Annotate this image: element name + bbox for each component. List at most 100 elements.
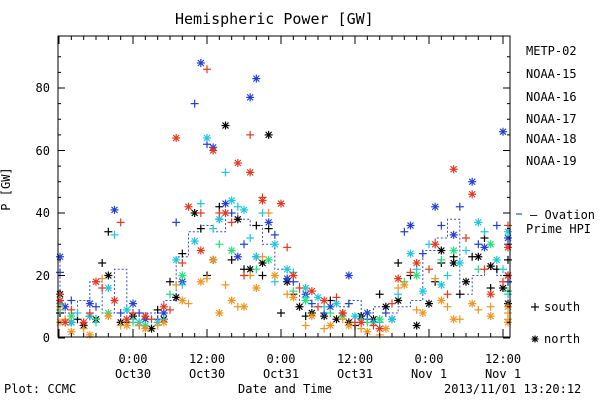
noaa-16-south-point [233,202,242,211]
noaa-17-south-point [129,318,137,327]
noaa-19-south-point [499,277,508,286]
noaa-19-south-point [67,305,76,314]
noaa-17-north-point [449,246,458,255]
noaa-15-north-point [363,309,372,317]
noaa-19-south-point [283,243,292,252]
noaa-15-north-point [233,252,242,261]
metp-02-north-point [462,277,471,286]
x-tick-date-label: Nov 1 [484,367,522,381]
noaa-19-north-point [196,246,205,255]
metp-02-north-point [233,215,242,224]
noaa-15-north-point [221,199,230,208]
noaa-16-north-point [418,287,427,296]
noaa-15-south-point [67,296,76,305]
legend-south-label: south [544,300,581,314]
noaa-16-north-point [474,218,483,227]
noaa-17-north-point [375,315,384,324]
metp-02-north-point [221,121,230,130]
noaa-18-north-point [240,302,249,311]
noaa-15-north-point [246,93,255,102]
noaa-17-south-point [437,255,446,264]
noaa-19-south-point [462,234,471,242]
noaa-18-north-point [252,284,261,292]
legend-north-label: north [544,332,581,346]
metp-02-south-point [252,221,261,230]
metp-02-north-point [437,246,446,255]
noaa-15-south-point [91,302,100,311]
y-ticks [58,56,510,339]
x-ticks [58,36,504,337]
metp-02-south-point [98,259,107,267]
x-tick-time-label: 12:00 [188,352,226,366]
noaa-19-south-point [147,315,156,324]
legend-ovation-label-line2: Prime HPI [526,222,592,236]
noaa-18-north-point [270,271,279,280]
data-points [56,59,512,339]
noaa-15-north-point [129,299,137,308]
noaa-19-south-point [85,309,94,317]
noaa-19-north-point [412,259,421,267]
noaa-18-north-point [196,277,205,286]
noaa-15-north-point [449,230,458,239]
metp-02-north-point [412,321,421,330]
metp-02-north-point [474,252,483,261]
noaa-18-south-point [203,274,212,283]
noaa-19-south-point [332,293,341,302]
noaa-15-north-point [252,74,261,83]
noaa-18-north-point [178,296,187,305]
metp-02-south-point [258,271,267,280]
noaa-16-north-point [270,240,279,249]
metp-02-south-point [375,290,384,299]
noaa-18-north-point [307,312,316,321]
noaa-19-north-point [233,159,242,167]
noaa-18-north-point [141,324,150,333]
metp-02-north-point [425,299,434,308]
noaa-15-north-point [196,59,205,67]
noaa-17-south-point [326,309,335,317]
noaa-18-north-point [104,312,113,321]
noaa-19-south-point [116,218,125,227]
noaa-15-south-point [437,221,446,230]
x-tick-date-label: Oct31 [336,367,374,381]
noaa-15-north-point [264,218,273,227]
noaa-16-north-point [406,249,415,258]
noaa-19-north-point [307,287,316,296]
metp-02-north-point [499,284,508,292]
noaa-16-south-point [462,246,471,255]
noaa-19-north-point [486,290,495,299]
noaa-17-north-point [264,255,273,264]
noaa-18-north-point [449,315,458,324]
metp-02-north-point [264,130,273,139]
y-axis-label: P [GW] [0,167,13,211]
noaa-18-north-point [344,321,353,330]
noaa-16-south-point [73,309,82,317]
noaa-17-north-point [227,246,236,255]
noaa-15-north-point [406,221,415,230]
noaa-15-north-point [468,177,477,186]
noaa-17-north-point [412,271,421,280]
noaa-19-north-point [431,240,440,249]
noaa-15-south-point [190,99,199,108]
plot-timestamp: 2013/11/01 13:20:12 [444,382,582,396]
noaa-18-north-point [437,296,446,305]
noaa-19-south-point [129,309,137,317]
y-tick-label: 60 [35,143,50,158]
noaa-16-north-point [283,265,292,274]
noaa-17-south-point [252,265,261,274]
noaa-19-south-point [425,265,434,274]
noaa-19-south-point [178,259,187,267]
noaa-18-north-point [159,318,168,327]
metp-02-south-point [227,255,236,264]
noaa-15-north-point [283,274,292,283]
noaa-18-south-point [98,274,107,283]
y-tick-label: 0 [42,331,50,345]
noaa-16-north-point [190,237,199,246]
x-tick-time-label: 12:00 [336,352,374,366]
noaa-16-south-point [443,271,452,280]
noaa-17-south-point [91,315,100,324]
noaa-19-north-point [320,296,329,305]
noaa-16-south-point [499,265,508,274]
noaa-16-south-point [110,230,119,239]
chart-title: Hemispheric Power [GW] [175,10,374,28]
noaa-19-south-point [369,321,378,330]
